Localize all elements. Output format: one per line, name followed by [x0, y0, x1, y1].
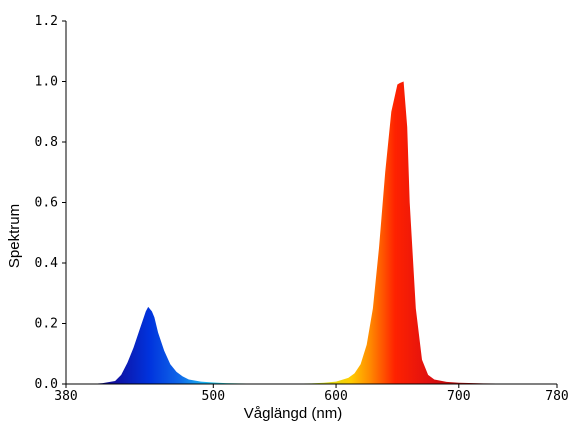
x-tick-label: 600 — [324, 389, 347, 404]
y-tick-label: 0.0 — [35, 377, 58, 392]
y-axis-title: Spektrum — [6, 204, 23, 268]
y-tick-label: 0.4 — [35, 256, 59, 271]
y-tick-label: 0.8 — [35, 135, 58, 150]
y-tick-label: 1.2 — [35, 14, 58, 29]
y-tick-label: 0.6 — [35, 196, 58, 211]
y-tick-label: 0.2 — [35, 317, 58, 332]
x-tick-label: 780 — [545, 389, 568, 404]
x-tick-label: 380 — [54, 389, 77, 404]
spectrum-area-0 — [66, 81, 557, 384]
x-tick-label: 700 — [447, 389, 470, 404]
x-tick-label: 500 — [202, 389, 225, 404]
x-axis-title: Våglängd (nm) — [244, 405, 342, 422]
y-tick-label: 1.0 — [35, 75, 58, 90]
